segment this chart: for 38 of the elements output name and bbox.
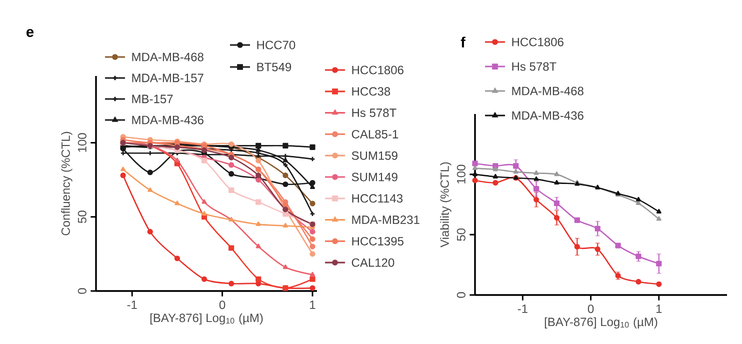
legend-label: HCC1806 (352, 66, 404, 74)
x-tick-label: -1 (518, 304, 528, 313)
y-axis-title: Viability (%CTL) (440, 162, 452, 248)
legend-label: HCC70 (257, 40, 296, 50)
legend-label: MB-157 (132, 94, 173, 104)
legend-label: MDA-MB-468 (132, 52, 204, 62)
legend-label: SUM159 (352, 151, 398, 160)
legend-label: MDA-MB231 (352, 216, 420, 224)
x-tick-label: -1 (127, 300, 137, 309)
x-axis-title: [BAY-876] Log$_{10}$ (µM) (544, 317, 658, 329)
chart-title: e (26, 28, 34, 38)
x-tick-label: 1 (656, 304, 662, 313)
legend-label: Hs 578T (512, 62, 556, 71)
legend-label: Hs 578T (352, 108, 396, 118)
legend-label: HCC1806 (512, 38, 564, 46)
y-tick-label: 50 (456, 228, 466, 241)
y-tick-label: 0 (78, 288, 86, 294)
legend-label: HCC38 (352, 87, 390, 96)
x-axis-title: [BAY-876] Log$_{10}$ (µM) (150, 313, 263, 325)
legend-label: MDA-MB-436 (132, 116, 204, 124)
legend-label: CAL120 (352, 258, 394, 267)
x-tick-label: 1 (310, 300, 316, 309)
y-axis-title: Confluency (%CTL) (61, 132, 72, 236)
legend-label: MDA-MB-157 (132, 74, 204, 82)
x-tick-label: 0 (588, 304, 594, 314)
legend-label: MDA-MB-468 (512, 86, 584, 96)
legend-label: BT549 (257, 62, 292, 72)
legend-label: HCC1395 (352, 236, 404, 246)
y-tick-label: 100 (78, 133, 86, 152)
y-tick-label: 100 (456, 164, 466, 184)
legend-label: HCC1143 (352, 194, 403, 203)
y-tick-label: 50 (78, 210, 86, 224)
legend-label: CAL85-1 (352, 130, 398, 138)
legend-label: MDA-MB-436 (512, 111, 584, 120)
legend-label: SUM149 (352, 172, 398, 182)
x-tick-label: 0 (219, 300, 226, 310)
y-tick-label: 0 (456, 292, 466, 298)
chart-title: f (460, 36, 466, 48)
